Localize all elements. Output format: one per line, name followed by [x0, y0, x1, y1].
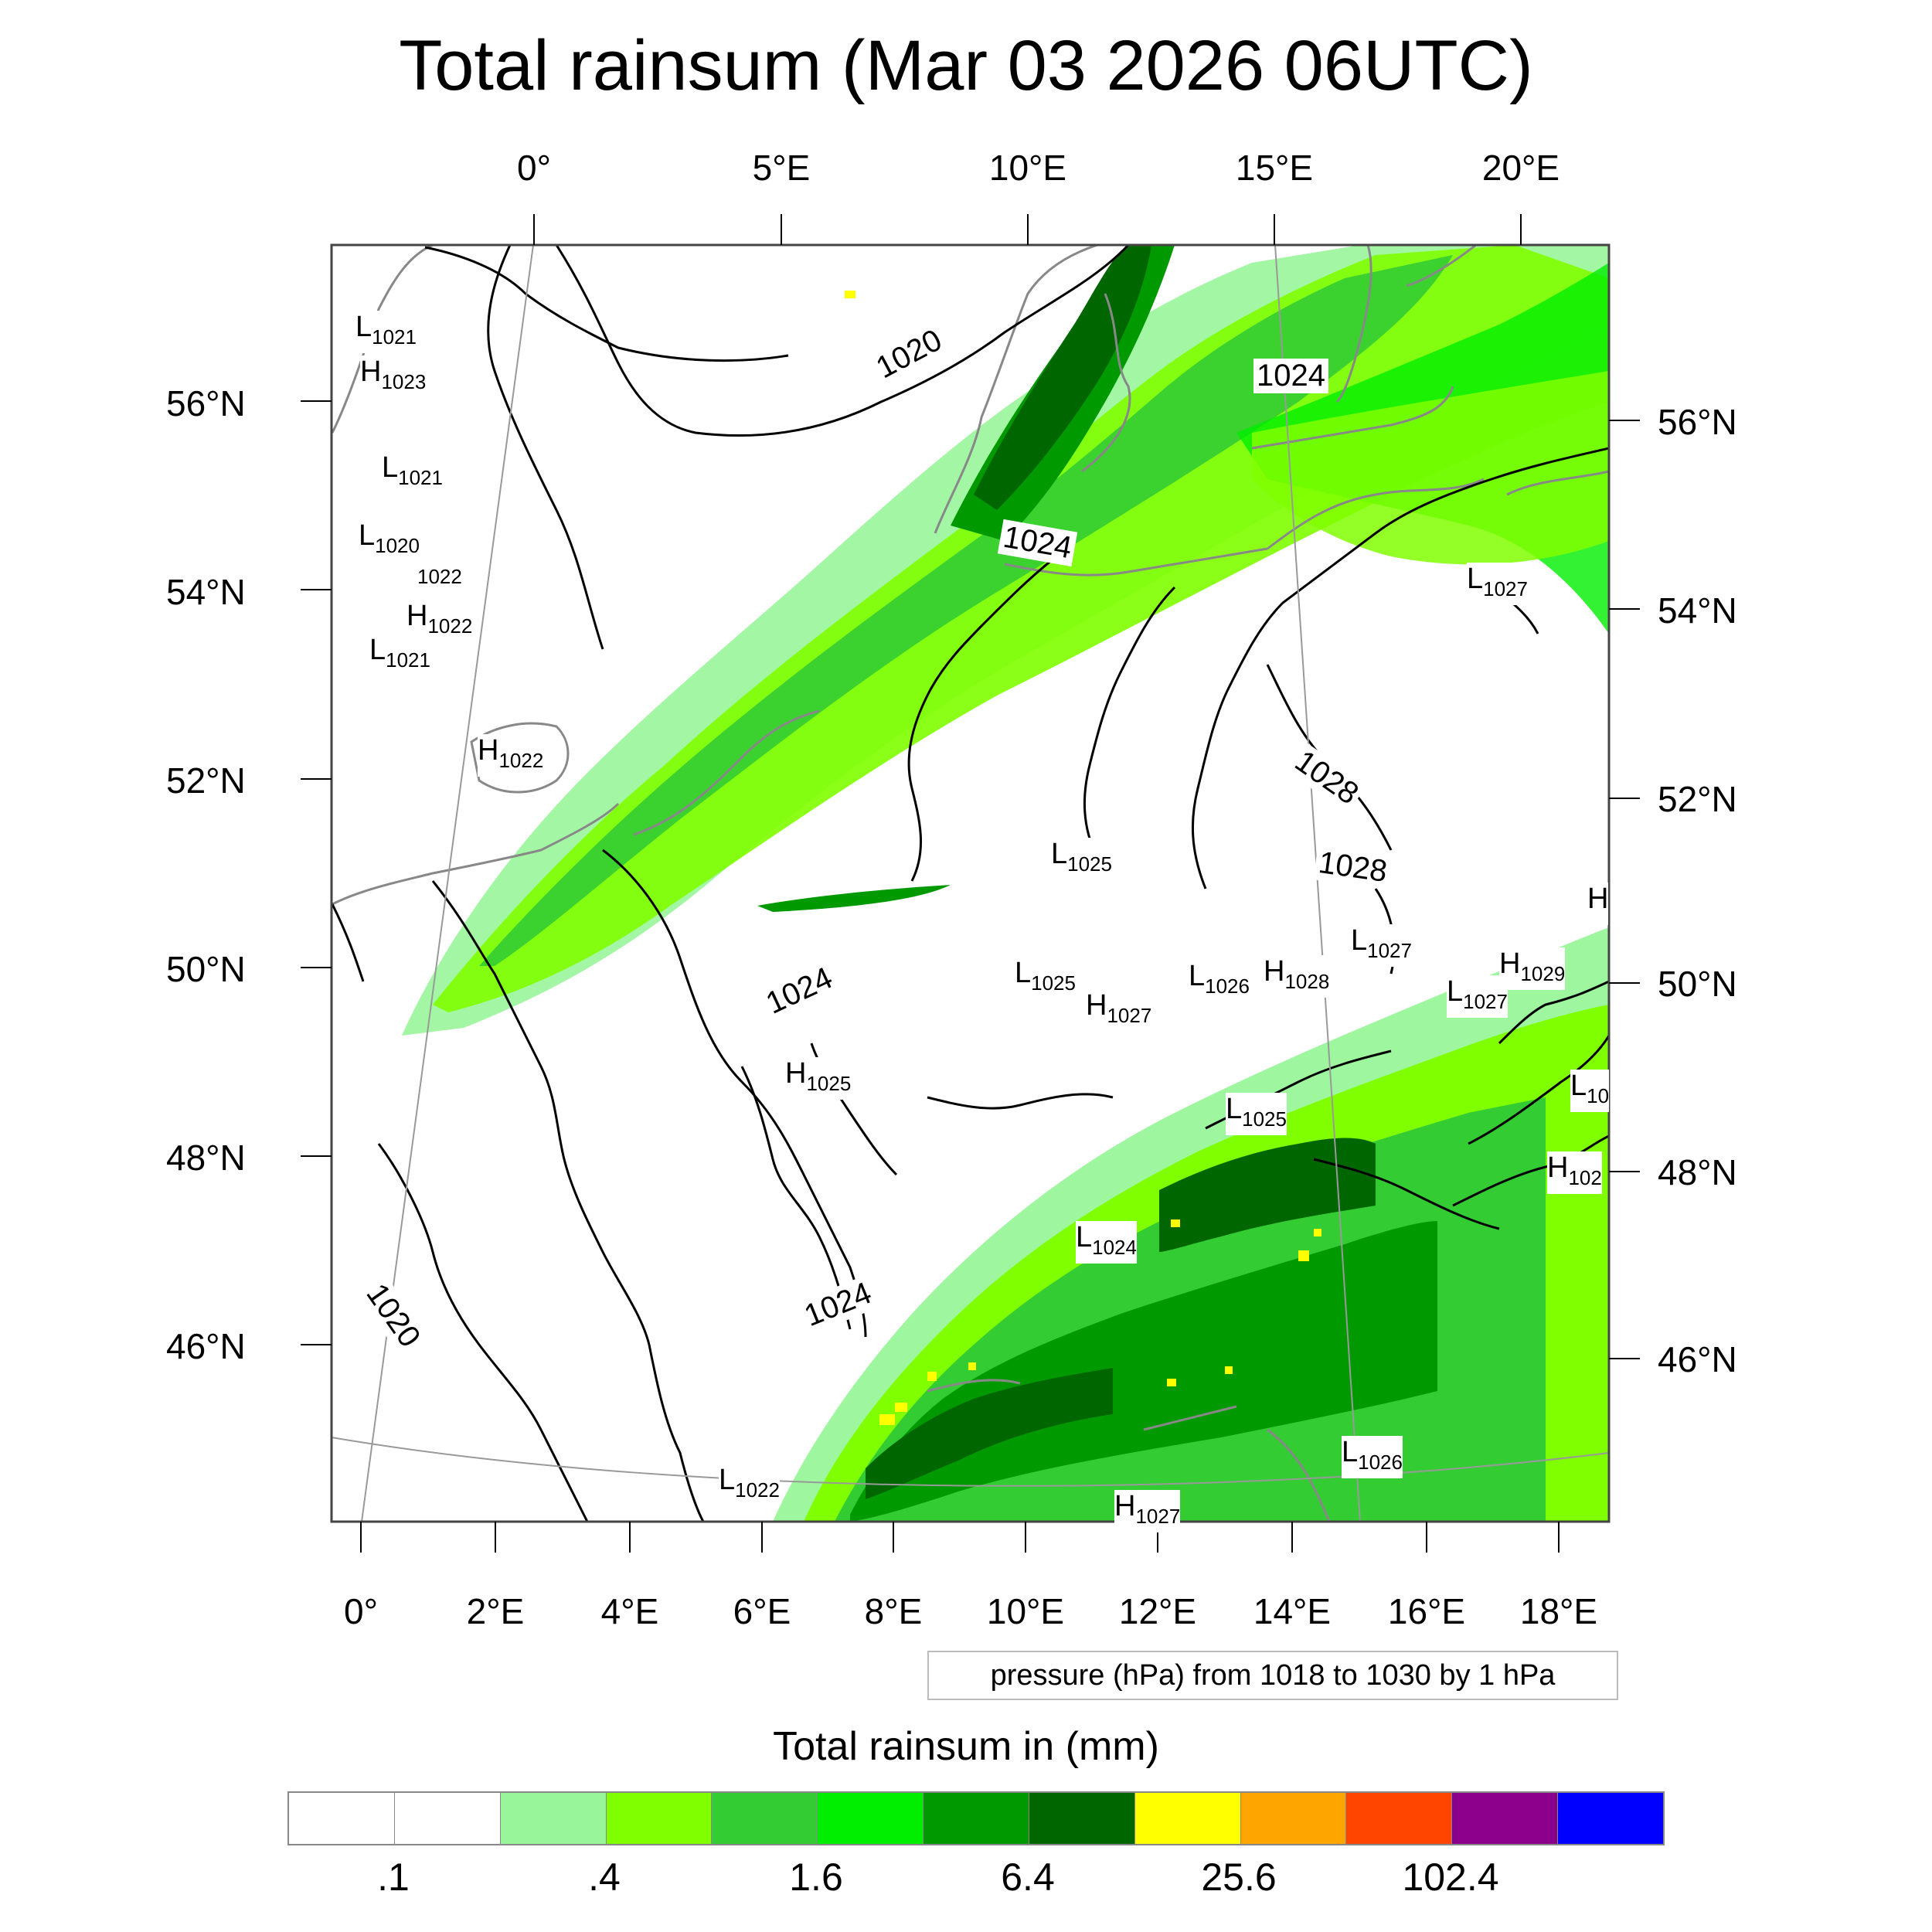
- pressure-center-label: L1025: [1226, 1093, 1287, 1135]
- bottom-lon-label: 18°E: [1519, 1591, 1598, 1631]
- left-lat-label: 54°N: [166, 572, 246, 612]
- top-lon-label: 0°: [517, 148, 551, 188]
- pressure-center-label: H: [1587, 883, 1609, 925]
- pressure-center-label: L1026: [1342, 1436, 1403, 1478]
- rain-band-denmark-deep: [974, 245, 1151, 510]
- colorbar-label: 102.4: [1402, 1855, 1499, 1899]
- bottom-lon-label: 6°E: [733, 1591, 791, 1631]
- bottom-lon-label: 2°E: [466, 1591, 525, 1631]
- left-lat-label: 48°N: [166, 1138, 246, 1178]
- colorbar-label: .4: [588, 1855, 621, 1899]
- rain-spot-yellow-2: [879, 1414, 895, 1425]
- rain-spot-yellow-6: [1171, 1219, 1180, 1227]
- pressure-center-label: L1021: [369, 634, 430, 676]
- plot-frame: [330, 243, 1611, 1523]
- bottom-lon-label: 16°E: [1387, 1591, 1466, 1631]
- pressure-center-label: H1023: [360, 355, 427, 398]
- left-lat-label: 52°N: [166, 760, 246, 801]
- colorbar: [287, 1791, 1665, 1845]
- legend-title: Total rainsum in (mm): [773, 1724, 1159, 1769]
- bottom-lon-label: 4°E: [600, 1591, 659, 1631]
- colorbar-cell: [606, 1793, 713, 1844]
- bottom-lon-label: 14°E: [1253, 1591, 1332, 1631]
- pressure-center-label: L1027: [1467, 563, 1528, 605]
- pressure-center-label: L1024: [1076, 1221, 1137, 1264]
- colorbar-label: 6.4: [1001, 1855, 1055, 1899]
- left-lat-label: 56°N: [166, 383, 246, 423]
- pressure-center-label: L1027: [1351, 924, 1412, 967]
- pressure-center-label: L1025: [1015, 957, 1076, 999]
- pressure-center-label: H1027: [1086, 989, 1152, 1032]
- pressure-center-label: L1022: [719, 1464, 780, 1506]
- colorbar-cell: [500, 1793, 607, 1844]
- rain-spot-yellow-9: [1167, 1379, 1176, 1386]
- rain-band-bohemia: [1159, 1138, 1376, 1252]
- colorbar-cell: [394, 1793, 501, 1844]
- rain-spot-yellow-8: [1314, 1229, 1321, 1236]
- rain-band-alps: [850, 1221, 1437, 1522]
- rain-spot-yellow-3: [895, 1403, 907, 1412]
- top-lon-label: 20°E: [1481, 148, 1560, 188]
- rain-spot-yellow-1: [845, 291, 855, 298]
- pressure-center-label: L1027: [1447, 975, 1508, 1018]
- pressure-center-label: H1029: [1499, 947, 1566, 990]
- top-lon-label: 5°E: [752, 148, 811, 188]
- pressure-center-label: L1026: [1189, 960, 1250, 1002]
- right-lat-label: 48°N: [1658, 1152, 1737, 1192]
- pressure-center-label: H1022: [478, 734, 544, 777]
- rain-band-northwest-mid: [479, 255, 1453, 966]
- isobar-label: 1024: [1253, 359, 1328, 393]
- colorbar-cell: [1134, 1793, 1241, 1844]
- right-lat-label: 50°N: [1658, 964, 1737, 1004]
- contour-info-box: pressure (hPa) from 1018 to 1030 by 1 hP…: [927, 1651, 1618, 1700]
- pressure-center-label: 1022: [417, 550, 462, 593]
- pressure-center-label: H1022: [406, 600, 473, 642]
- right-lat-label: 52°N: [1658, 779, 1737, 819]
- pressure-center-label: L1021: [382, 451, 443, 494]
- pressure-center-label: L10: [1570, 1070, 1610, 1112]
- pressure-center-label: H102: [1547, 1151, 1602, 1194]
- pressure-center-label: L1021: [355, 311, 417, 353]
- left-lat-label: 46°N: [166, 1326, 246, 1366]
- right-lat-label: 46°N: [1658, 1339, 1737, 1379]
- colorbar-label: 25.6: [1201, 1855, 1277, 1899]
- pressure-center-label: L1020: [359, 519, 420, 562]
- colorbar-cell: [1240, 1793, 1347, 1844]
- right-lat-label: 56°N: [1658, 402, 1737, 442]
- colorbar-cell: [818, 1793, 924, 1844]
- rain-spot-yellow-10: [1225, 1366, 1233, 1374]
- colorbar-cell: [712, 1793, 818, 1844]
- pressure-center-label: H1028: [1264, 955, 1330, 998]
- tick-marks: [301, 214, 1640, 1553]
- rain-spot-yellow-4: [927, 1372, 937, 1381]
- rain-spot-central: [757, 885, 951, 912]
- bottom-lon-label: 10°E: [986, 1591, 1065, 1631]
- rain-band-baltic: [1252, 371, 1609, 565]
- map-title: Total rainsum (Mar 03 2026 06UTC): [399, 26, 1533, 105]
- rain-band-alps-deep: [866, 1368, 1113, 1499]
- top-lon-label: 15°E: [1235, 148, 1314, 188]
- colorbar-cell: [289, 1793, 395, 1844]
- bottom-lon-label: 8°E: [864, 1591, 923, 1631]
- pressure-center-label: H1027: [1114, 1490, 1181, 1532]
- colorbar-label: 1.6: [789, 1855, 843, 1899]
- top-lon-label: 10°E: [988, 148, 1067, 188]
- isobars: [332, 245, 1609, 1522]
- pressure-center-label: L1025: [1051, 838, 1112, 880]
- colorbar-cell: [1558, 1793, 1663, 1844]
- right-lat-label: 54°N: [1658, 590, 1737, 631]
- colorbar-cell: [1452, 1793, 1559, 1844]
- left-lat-label: 50°N: [166, 949, 246, 989]
- pressure-center-label: H1025: [785, 1057, 852, 1100]
- colorbar-cell: [1346, 1793, 1453, 1844]
- bottom-lon-label: 12°E: [1118, 1591, 1197, 1631]
- colorbar-cell: [923, 1793, 1029, 1844]
- rain-spot-yellow-7: [1298, 1250, 1309, 1261]
- colorbar-cell: [1029, 1793, 1135, 1844]
- rain-spot-yellow-5: [968, 1362, 976, 1370]
- bottom-lon-label: 0°: [344, 1591, 378, 1631]
- colorbar-label: .1: [377, 1855, 410, 1899]
